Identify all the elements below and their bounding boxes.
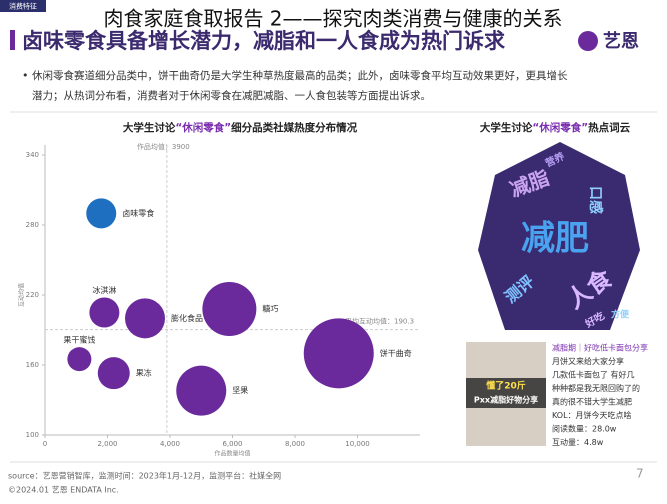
logo-icon (578, 31, 598, 51)
chart-title-part: “休闲零食” (175, 121, 231, 134)
x-tick-label: 4,000 (160, 440, 180, 448)
bubble (97, 357, 130, 390)
post-line: KOL：月饼今天吃点啥 (552, 410, 632, 420)
x-tick-label: 2,000 (97, 440, 117, 448)
bubble-label: 卤味零食 (122, 208, 154, 218)
bubble (125, 298, 165, 339)
post-line: 几款低卡面包了 有好几 (552, 370, 635, 380)
x-tick-label: 8,000 (285, 440, 305, 448)
chart-title-part: 细分品类社媒热度分布情况 (231, 121, 357, 134)
chart-title-part: 大学生讨论 (123, 121, 176, 134)
y-tick-label: 340 (26, 151, 39, 159)
wordcloud-shape (478, 142, 640, 330)
post-line: 阅读数量：28.0w (552, 424, 617, 434)
post-line: 互动量：4.8w (552, 437, 604, 447)
bubble-label: 坚果 (232, 386, 248, 395)
bullet-dot: • (22, 69, 29, 82)
post-line: 月饼又来给大家分享 (552, 356, 624, 366)
bubble-label: 糖巧 (262, 304, 278, 314)
reference-label: 作品均值：3900 (137, 142, 190, 151)
y-axis-label: 互动均值 (18, 283, 26, 307)
bubble (86, 198, 117, 229)
cloud-word: 减肥 (521, 219, 589, 259)
tag: 消费特征 (9, 2, 37, 11)
x-axis-label: 作品数量均值 (214, 450, 250, 458)
heading: 卤味零食具备增长潜力，减脂和一人食成为热门诉求 (22, 29, 505, 53)
wordcloud-title: 大学生讨论“休闲零食”热点词云 (480, 121, 631, 134)
heading-bar (10, 30, 15, 50)
y-tick-label: 220 (26, 291, 39, 299)
bubble (89, 297, 120, 328)
bullet-line: 潜力；从热词分布看，消费者对于休闲零食在减肥减脂、一人食包装等方面提出诉求。 (32, 89, 431, 102)
bubble (303, 318, 374, 389)
wordcloud-title-part: 热点词云 (588, 121, 630, 134)
bullet-line: 休闲零食赛道细分品类中，饼干曲奇仍是大学生种草热度最高的品类；此外，卤味零食平均… (32, 69, 568, 82)
bubble-chart: 100 160 220 280 340 0 2,000 4,000 6,000 8,000 10,0… (18, 142, 420, 458)
cloud-word: 方便 (611, 309, 630, 321)
source: source：艺恩营销智库，监测时间：2023年1月-12月，监测平台：社媒全网 (8, 471, 281, 481)
post-image-text: 懂了20斤 (485, 380, 526, 392)
copyright: ©2024.01 艺恩 ENDATA Inc. (8, 486, 119, 495)
post-line: 种种都是我无限回购了的 (552, 383, 640, 393)
y-tick-label: 100 (26, 431, 39, 439)
cloud-word: 口感 (587, 186, 604, 214)
wordcloud-title-part: “休闲零食” (532, 121, 588, 134)
x-tick-label: 0 (43, 440, 47, 448)
post-line: 真的很不错大学生减肥 (552, 397, 632, 407)
x-tick-label: 10,000 (345, 440, 370, 448)
post-image-text: Pxx减脂好物分享 (474, 395, 538, 405)
logo: 艺恩 (603, 30, 639, 52)
bubble-label: 果干蜜饯 (63, 335, 95, 345)
overlay-title: 肉食家庭食取报告 2——探究肉类消费与健康的关系 (103, 7, 562, 31)
chart-title: 大学生讨论“休闲零食”细分品类社媒热度分布情况 (123, 121, 358, 134)
bubble-label: 饼干曲奇 (380, 348, 412, 358)
post-line: 减脂期｜好吃低卡面包分享 (552, 343, 648, 353)
bubble (67, 347, 92, 372)
bubble-label: 膨化食品 (171, 313, 203, 323)
bubble (176, 365, 227, 416)
wordcloud-title-part: 大学生讨论 (480, 121, 533, 134)
post-image-band (466, 378, 546, 408)
bubble (202, 282, 257, 336)
bubble-label: 冰淇淋 (92, 285, 116, 295)
y-tick-label: 160 (26, 361, 39, 369)
x-tick-label: 6,000 (222, 440, 242, 448)
page-number: 7 (636, 467, 644, 481)
y-tick-label: 280 (26, 221, 39, 229)
reference-label: 平均互动均值：190.3 (345, 317, 414, 326)
bubble-label: 果冻 (136, 368, 152, 378)
tag-box (0, 0, 46, 12)
